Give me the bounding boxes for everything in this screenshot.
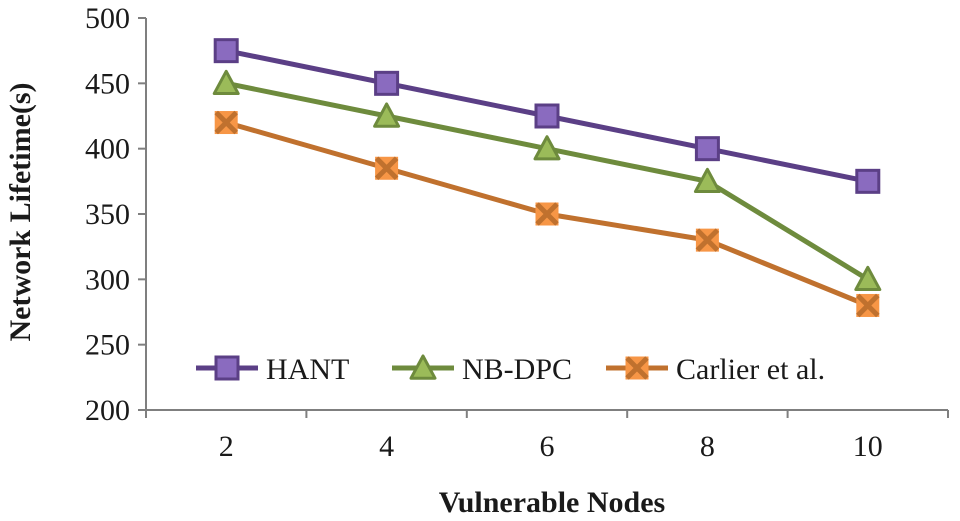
legend-marker (214, 355, 240, 381)
series-markers (212, 38, 882, 318)
data-point-marker (213, 38, 239, 64)
y-tick-label: 400 (85, 133, 130, 166)
data-point-marker (855, 168, 881, 194)
y-tick-label: 250 (85, 329, 130, 362)
data-point-marker (212, 69, 240, 96)
y-tick-label: 200 (85, 394, 130, 427)
y-tick-labels: 200 250 300 350 400 450 500 (85, 2, 130, 427)
x-axis-title: Vulnerable Nodes (439, 486, 665, 519)
chart-axes (138, 17, 949, 418)
y-tick-label: 300 (85, 263, 130, 296)
legend-marker (409, 354, 437, 380)
legend-label: NB-DPC (462, 353, 572, 386)
data-point-marker (374, 70, 400, 96)
x-tick-label: 4 (379, 430, 394, 463)
data-point-marker (693, 167, 721, 194)
legend-marker (625, 356, 649, 380)
x-tick-label: 2 (219, 430, 234, 463)
x-tick-label: 6 (540, 430, 555, 463)
data-point-marker (373, 102, 401, 128)
data-point-marker (854, 265, 882, 292)
data-point-marker (534, 103, 560, 129)
legend: HANT NB-DPC Carlier et al. (196, 353, 825, 386)
data-point-marker (535, 202, 559, 226)
series-lines (225, 48, 870, 308)
data-point-marker (695, 228, 720, 252)
x-tick-labels: 2 4 6 8 10 (219, 430, 883, 463)
x-tick-label: 8 (700, 430, 715, 463)
x-tick-label: 10 (853, 430, 883, 463)
data-point-marker (694, 136, 720, 162)
data-point-marker (856, 293, 880, 318)
data-point-marker (214, 110, 238, 135)
data-point-marker (374, 156, 399, 181)
y-tick-label: 450 (85, 67, 130, 100)
data-point-marker (533, 135, 561, 161)
y-tick-label: 500 (85, 2, 130, 35)
y-axis-title: Network Lifetime(s) (4, 82, 37, 341)
y-tick-label: 350 (85, 198, 130, 231)
legend-label: HANT (266, 353, 349, 386)
legend-label: Carlier et al. (676, 353, 825, 386)
